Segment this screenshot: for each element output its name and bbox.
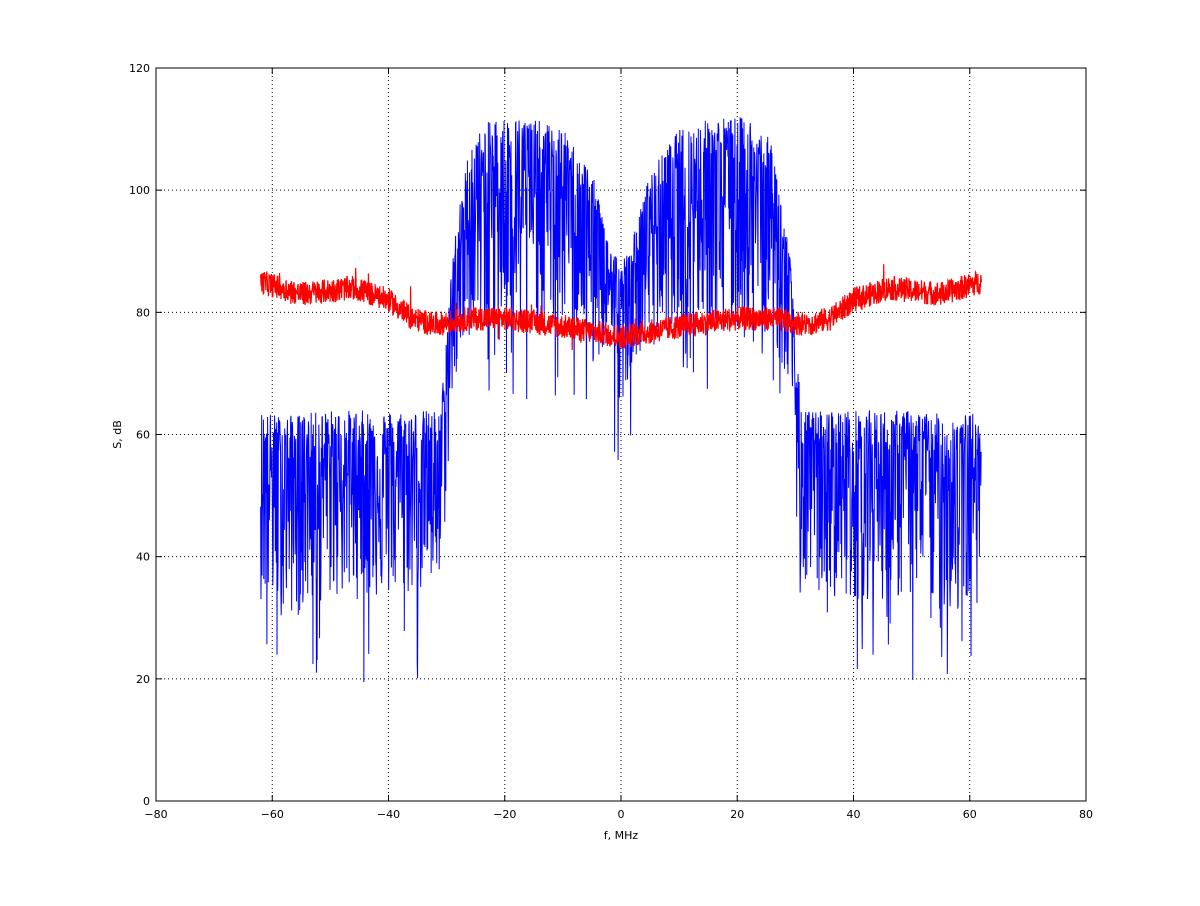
x-tick-label: −80 — [144, 808, 167, 821]
y-tick-label: 100 — [129, 184, 150, 197]
x-tick-label: 20 — [730, 808, 744, 821]
y-axis-label: S, dB — [111, 420, 124, 449]
x-tick-label: 80 — [1079, 808, 1093, 821]
y-tick-label: 20 — [136, 673, 150, 686]
series-layer — [260, 117, 982, 683]
x-axis-label: f, MHz — [604, 829, 639, 842]
x-tick-label: 40 — [847, 808, 861, 821]
grid-layer — [156, 68, 1086, 801]
x-tick-label: −40 — [377, 808, 400, 821]
y-tick-label: 40 — [136, 551, 150, 564]
y-tick-label: 0 — [143, 795, 150, 808]
x-tick-label: 0 — [618, 808, 625, 821]
y-tick-label: 80 — [136, 306, 150, 319]
series-blue-line — [260, 117, 982, 683]
series-red-line — [260, 264, 982, 351]
tick-layer: −80 −60 −40 −20 0 20 40 60 80 0 20 40 60 80 100 120 — [129, 62, 1093, 821]
x-tick-label: −20 — [493, 808, 516, 821]
y-tick-label: 120 — [129, 62, 150, 75]
x-tick-label: 60 — [963, 808, 977, 821]
x-tick-label: −60 — [261, 808, 284, 821]
y-tick-label: 60 — [136, 429, 150, 442]
